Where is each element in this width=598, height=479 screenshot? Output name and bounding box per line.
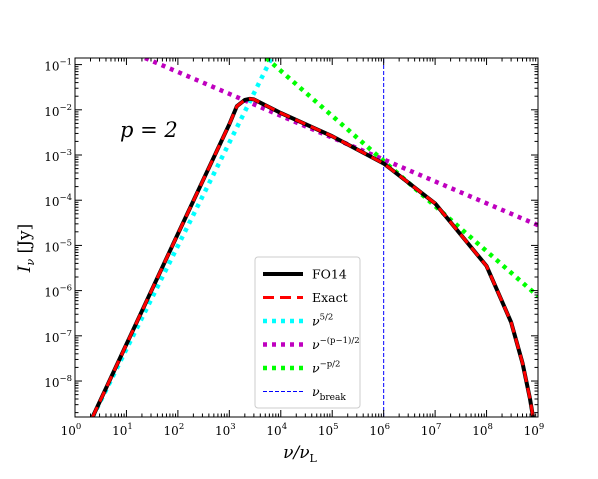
legend-label: ν5/2	[312, 313, 333, 329]
legend-label: ν−p/2	[312, 360, 340, 376]
x-tick-label: 108	[472, 422, 493, 438]
y-tick-label: 10−8	[44, 374, 72, 390]
y-tick-label: 10−1	[44, 58, 72, 74]
x-tick-label: 105	[318, 422, 339, 438]
y-tick-label: 10−7	[44, 329, 72, 345]
y-tick-label: 10−3	[44, 148, 72, 164]
y-tick-label: 10−2	[44, 103, 72, 119]
x-tick-label: 109	[524, 422, 545, 438]
legend-label: FO14	[312, 267, 347, 282]
legend-label: νbreak	[312, 384, 346, 403]
x-tick-label: 100	[61, 422, 82, 438]
legend-label: ν−(p−1)/2	[312, 335, 360, 352]
y-tick-label: 10−5	[44, 238, 72, 254]
x-tick-label: 104	[266, 422, 287, 438]
series-1	[91, 97, 535, 417]
x-tick-label: 106	[369, 422, 390, 438]
x-tick-label: 103	[215, 422, 236, 438]
y-tick-label: 10−4	[44, 193, 72, 209]
plot-frame	[74, 57, 539, 418]
p-annotation: p = 2	[120, 118, 178, 142]
legend: FO14 Exact ν5/2 ν−(p−1)/2 ν−p/2 νbreak	[254, 256, 361, 409]
x-tick-label: 107	[421, 422, 442, 438]
y-tick-label: 10−6	[44, 284, 72, 300]
y-axis-label: Iν [Jy]	[15, 224, 37, 274]
legend-label: Exact	[312, 290, 348, 305]
x-tick-label: 101	[112, 422, 133, 438]
x-axis-label: ν/νL	[283, 443, 317, 465]
series-layer	[90, 58, 538, 417]
x-tick-label: 102	[164, 422, 185, 438]
